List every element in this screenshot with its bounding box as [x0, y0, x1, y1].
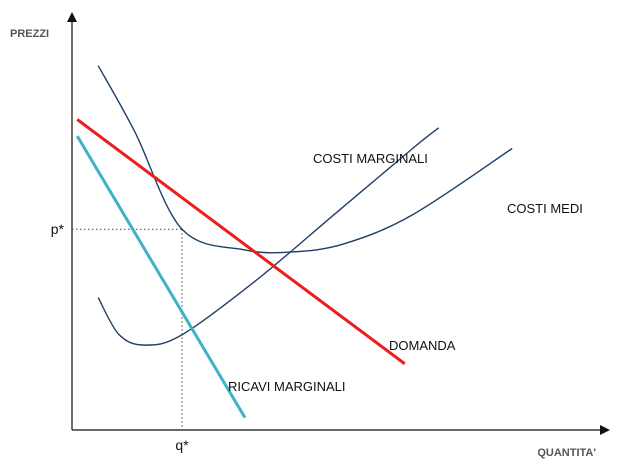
series-costi-marginali	[97, 127, 440, 346]
q-star-label: q*	[175, 437, 189, 453]
series-ricavi-marginali	[75, 135, 247, 419]
x-axis-title: QUANTITA'	[537, 447, 596, 459]
label-ricavi-marginali: RICAVI MARGINALI	[228, 379, 346, 394]
p-star-label: p*	[51, 221, 65, 237]
series-domanda	[76, 118, 406, 365]
y-axis-title: PREZZI	[10, 28, 49, 40]
series-costi-medi	[97, 65, 513, 254]
label-domanda: DOMANDA	[389, 338, 456, 353]
label-costi-marginali: COSTI MARGINALI	[313, 151, 428, 166]
label-costi-medi: COSTI MEDI	[507, 201, 583, 216]
